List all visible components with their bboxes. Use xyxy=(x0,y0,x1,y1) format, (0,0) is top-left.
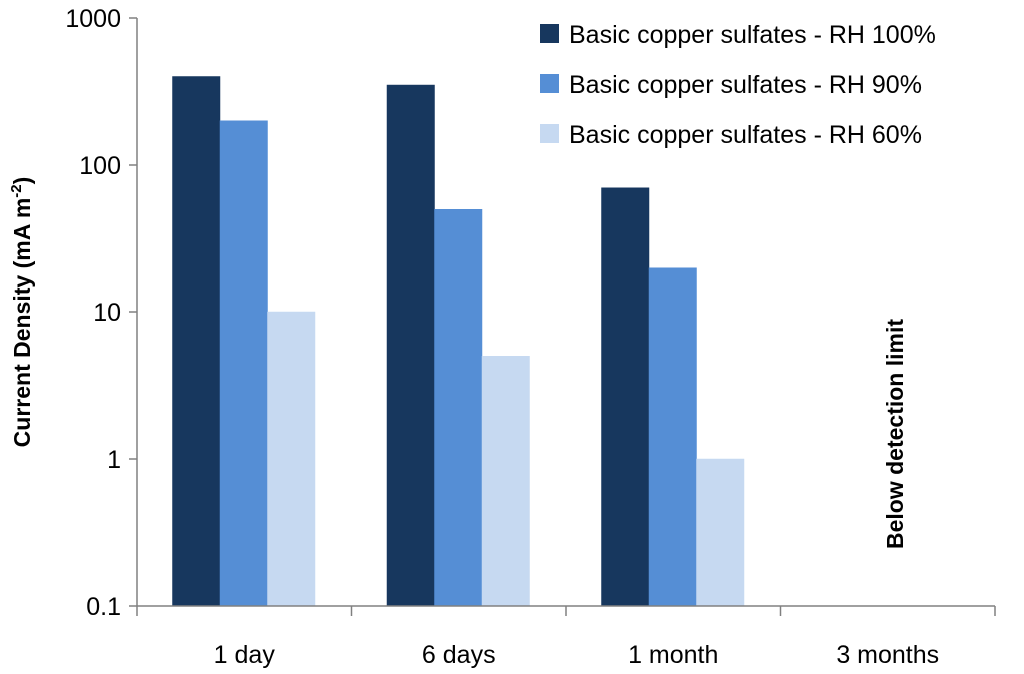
y-tick-label: 1 xyxy=(107,446,121,474)
bar xyxy=(696,458,745,607)
y-tick-label: 1000 xyxy=(65,5,121,33)
bar xyxy=(386,84,435,607)
legend-label: Basic copper sulfates - RH 60% xyxy=(569,121,922,149)
y-tick-label: 10 xyxy=(93,299,121,327)
bar xyxy=(434,209,483,607)
bar xyxy=(267,311,316,607)
legend-label: Basic copper sulfates - RH 100% xyxy=(569,21,936,49)
legend: Basic copper sulfates - RH 100% Basic cop… xyxy=(540,21,936,149)
legend-swatch xyxy=(540,74,559,93)
bar xyxy=(648,267,697,607)
x-tick-label: 6 days xyxy=(422,641,496,669)
y-axis-label: Current Density (mA m-2) xyxy=(8,177,35,448)
y-axis-ticks: 0.1 1 10 100 1000 xyxy=(65,5,137,621)
bars xyxy=(172,76,745,607)
y-tick-label: 100 xyxy=(79,152,121,180)
category-labels: 1 day 6 days 1 month 3 months xyxy=(214,641,940,669)
x-tick-label: 1 month xyxy=(628,641,718,669)
bar xyxy=(601,187,650,607)
below-detection-limit-annotation: Below detection limit xyxy=(882,319,908,549)
bar xyxy=(219,120,268,607)
x-tick-label: 1 day xyxy=(214,641,276,669)
legend-swatch xyxy=(540,124,559,143)
legend-swatch xyxy=(540,24,559,43)
bar xyxy=(481,356,530,607)
x-axis-ticks xyxy=(136,606,996,616)
legend-label: Basic copper sulfates - RH 90% xyxy=(569,71,922,99)
bar xyxy=(172,76,221,607)
x-tick-label: 3 months xyxy=(836,641,939,669)
y-tick-label: 0.1 xyxy=(86,593,121,621)
